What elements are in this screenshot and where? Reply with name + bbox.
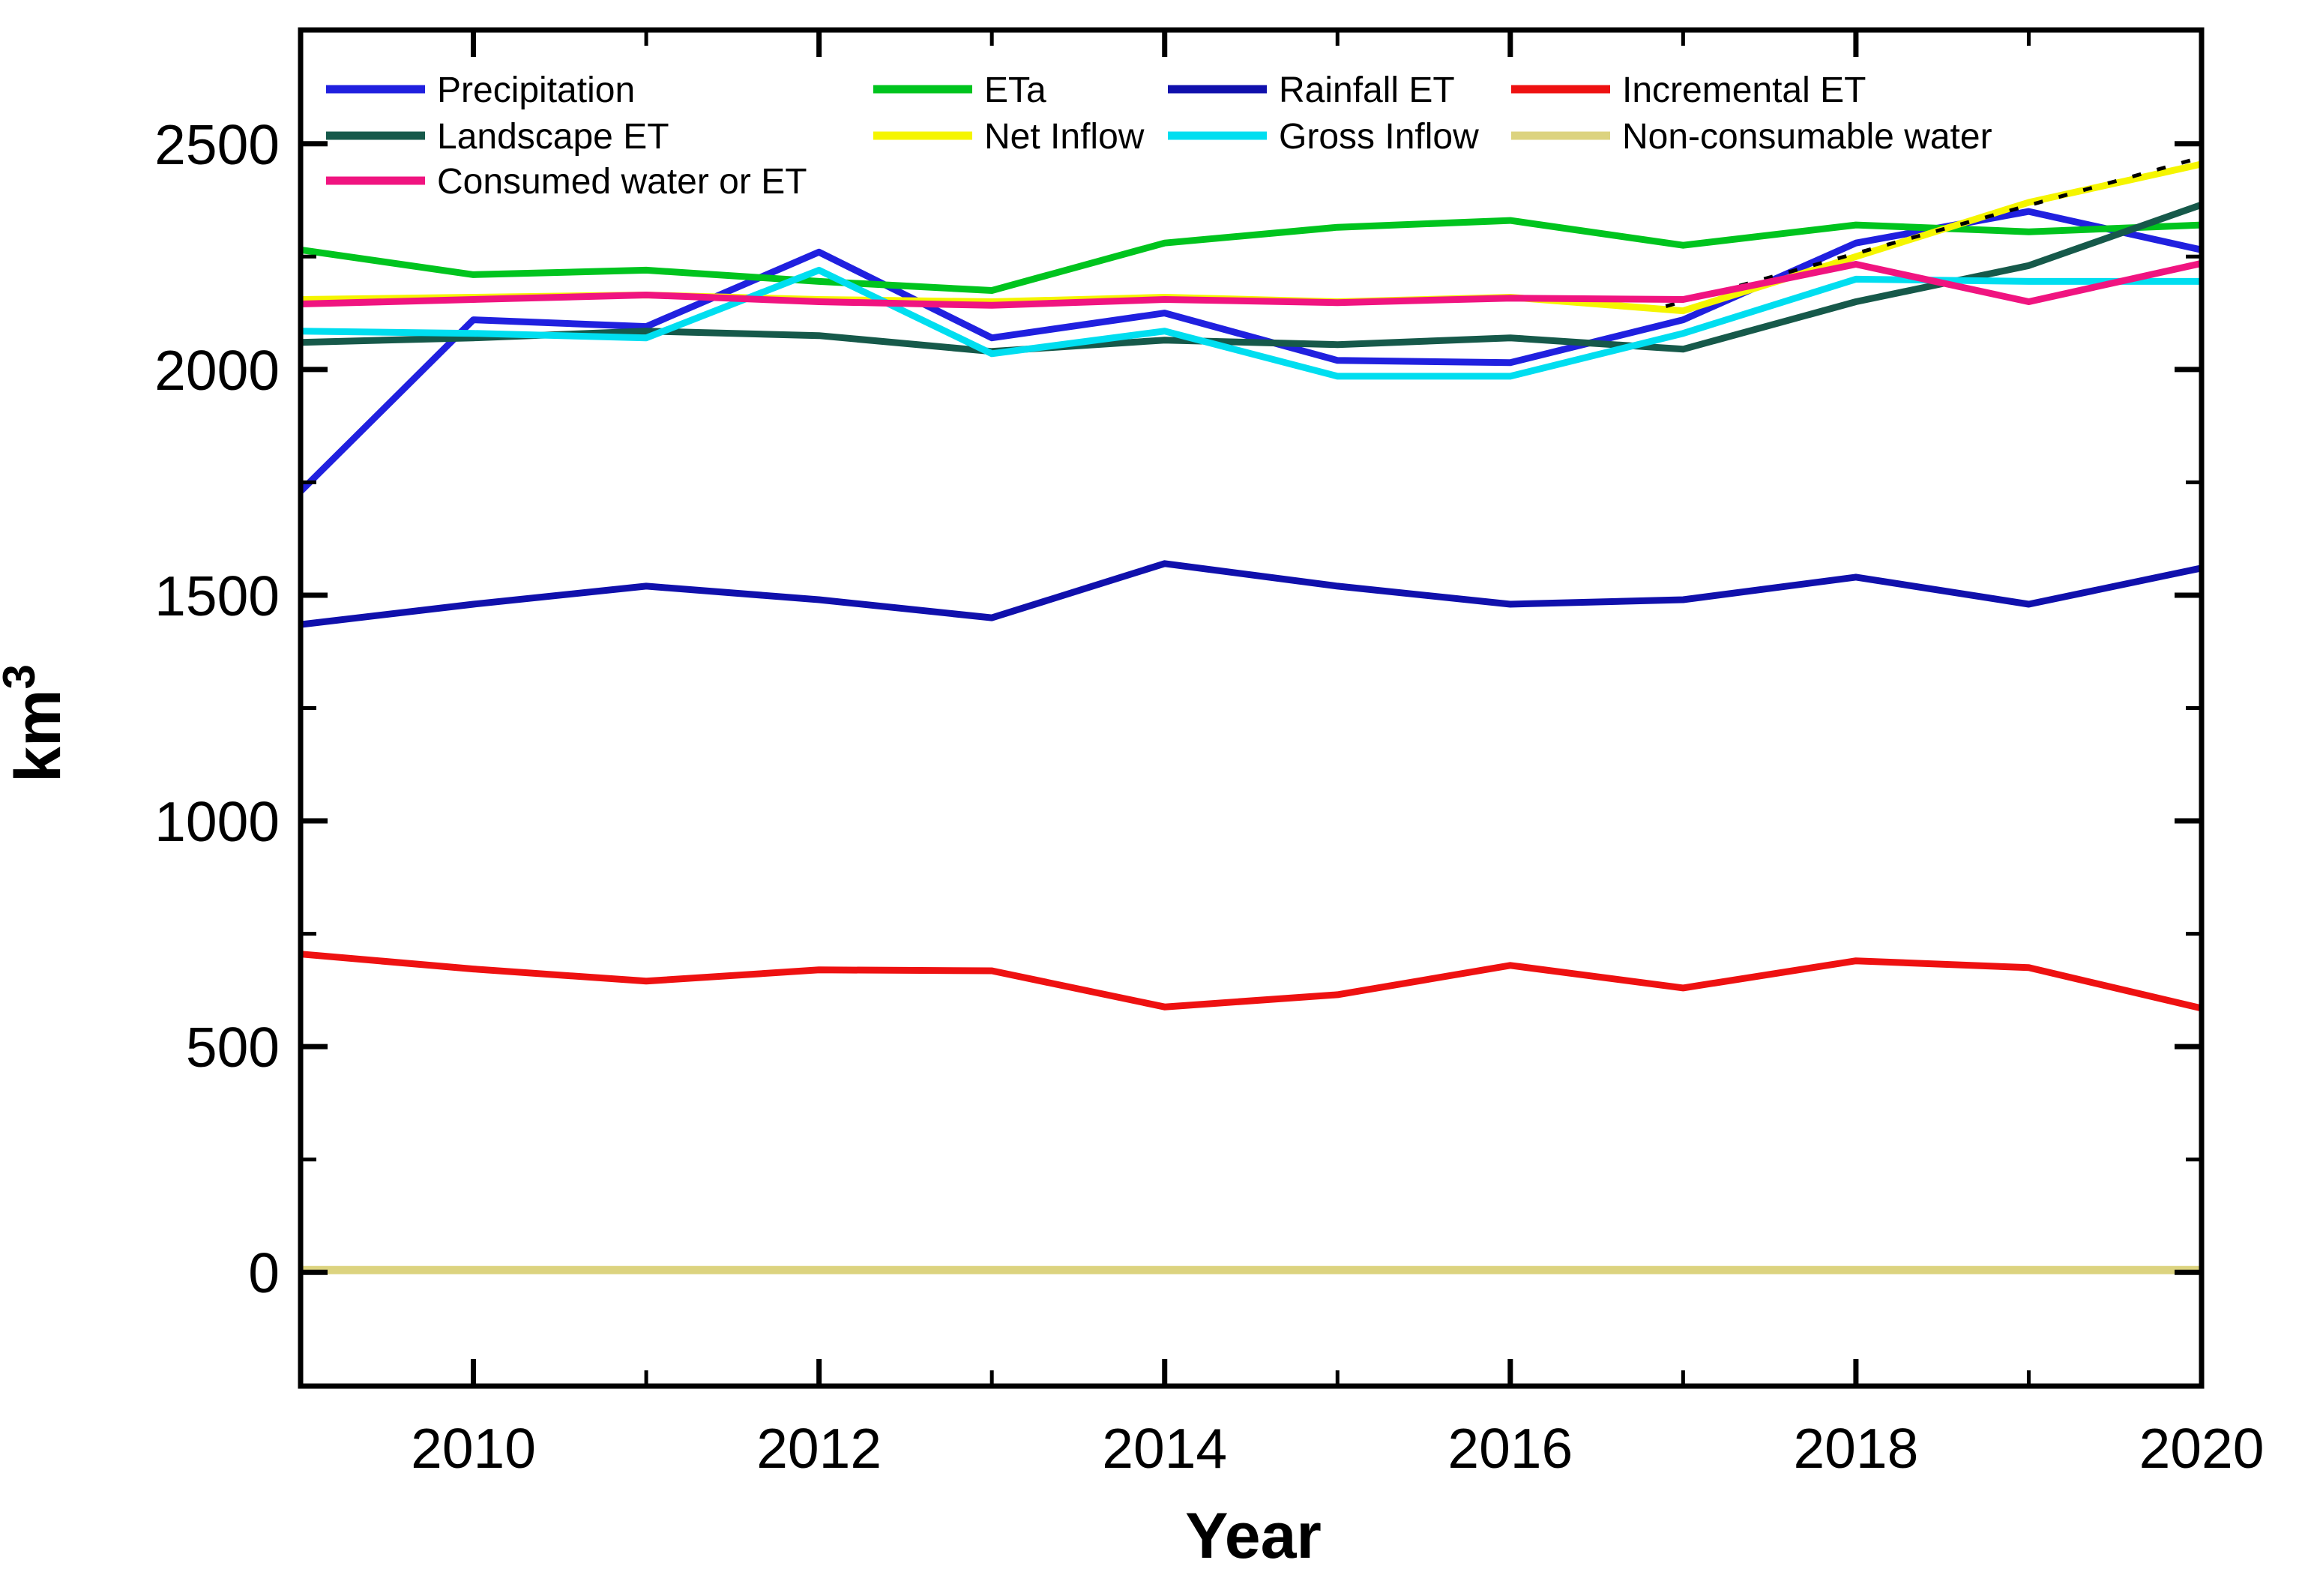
legend-label: Precipitation — [437, 70, 635, 110]
legend-item-consumed-water-or-et: Consumed water or ET — [326, 162, 807, 202]
y-tick-label: 1000 — [154, 790, 280, 853]
legend-item-non-consumable-water: Non-consumable water — [1511, 117, 1992, 157]
legend-item-net-inflow: Net Inflow — [873, 117, 1145, 157]
y-tick-label: 500 — [186, 1016, 280, 1079]
series-lines — [298, 155, 2203, 1274]
line-precipitation — [298, 208, 2202, 494]
y-tick-label: 2000 — [154, 339, 280, 402]
legend: Precipitation ETa Rainfall ET Incremental E… — [326, 70, 1992, 202]
trendline-dashed — [1665, 155, 2202, 308]
legend-label: ETa — [984, 70, 1046, 110]
axis-ticks — [301, 30, 2205, 1386]
y-axis-title: km3 — [0, 664, 74, 783]
line-eta — [300, 217, 2202, 294]
x-tick-label: 2010 — [411, 1417, 536, 1480]
axis-labels: 0 500 1000 1500 2000 2500 2010 2012 2014 2016 2018… — [154, 113, 2264, 1480]
line-rainfall-et — [300, 560, 2202, 628]
y-axis-title-text: km3 — [0, 664, 74, 783]
x-axis-title: Year — [1185, 1500, 1322, 1572]
legend-item-gross-inflow: Gross Inflow — [1168, 117, 1479, 157]
x-tick-label: 2014 — [1102, 1417, 1227, 1480]
legend-item-precipitation: Precipitation — [326, 70, 635, 110]
x-tick-label: 2016 — [1447, 1417, 1573, 1480]
legend-label: Landscape ET — [437, 117, 669, 157]
legend-item-landscape-et: Landscape ET — [326, 117, 669, 157]
legend-item-incremental-et: Incremental ET — [1511, 70, 1866, 110]
legend-label: Consumed water or ET — [437, 162, 807, 202]
y-tick-label: 0 — [248, 1241, 280, 1304]
x-tick-label: 2020 — [2139, 1417, 2265, 1480]
line-gross-inflow — [300, 266, 2202, 380]
x-tick-label: 2018 — [1793, 1417, 1918, 1480]
line-incremental-et — [300, 951, 2203, 1012]
legend-label: Non-consumable water — [1622, 117, 1992, 157]
x-tick-label: 2012 — [756, 1417, 882, 1480]
legend-label: Net Inflow — [984, 117, 1145, 157]
line-consumed-water-or-et — [300, 259, 2202, 309]
legend-label: Gross Inflow — [1279, 117, 1479, 157]
legend-label: Incremental ET — [1622, 70, 1866, 110]
y-tick-label: 2500 — [154, 113, 280, 176]
y-tick-label: 1500 — [154, 564, 280, 627]
legend-item-rainfall-et: Rainfall ET — [1168, 70, 1455, 110]
line-landscape-et — [300, 201, 2203, 355]
legend-label: Rainfall ET — [1279, 70, 1455, 110]
legend-item-eta: ETa — [873, 70, 1046, 110]
